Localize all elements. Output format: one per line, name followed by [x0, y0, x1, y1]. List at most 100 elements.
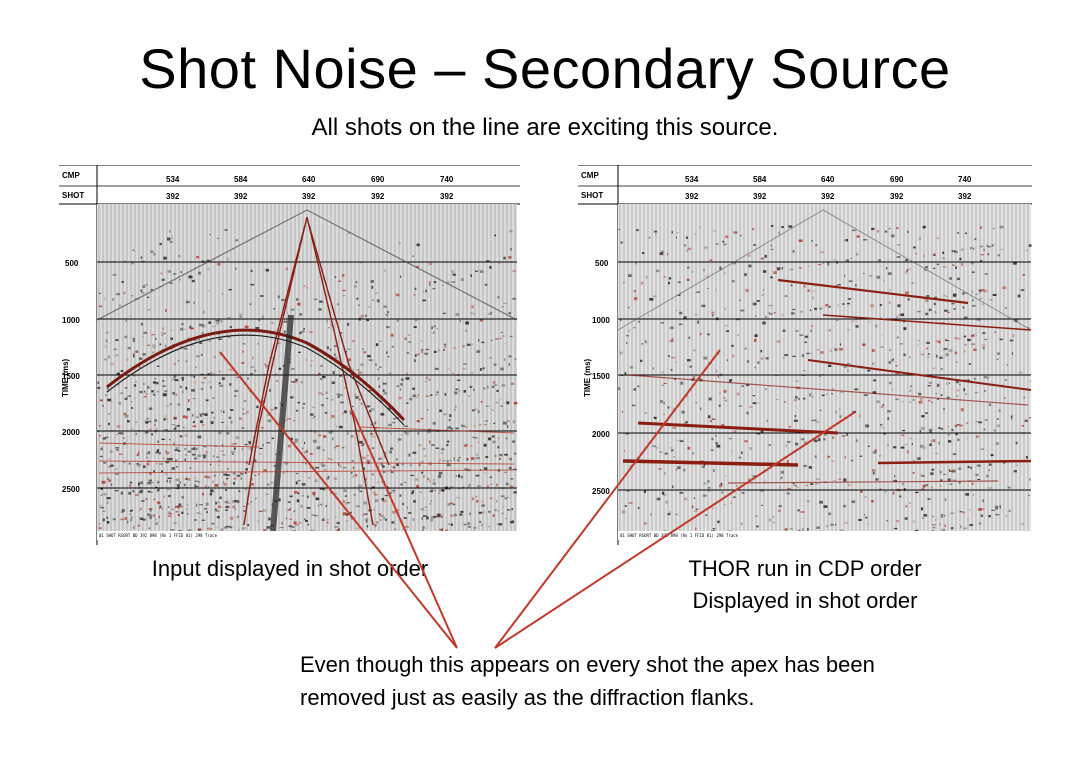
noise-speck	[753, 244, 756, 246]
noise-speck	[996, 424, 1001, 428]
noise-speck	[710, 449, 714, 451]
noise-speck	[795, 442, 799, 446]
noise-speck	[267, 413, 270, 416]
noise-speck	[946, 396, 950, 399]
noise-speck	[955, 380, 959, 384]
noise-speck	[504, 497, 507, 500]
noise-speck	[965, 493, 970, 496]
noise-speck	[994, 331, 997, 334]
noise-speck	[112, 273, 117, 276]
noise-speck	[725, 235, 729, 239]
noise-speck	[740, 309, 745, 312]
noise-speck	[156, 449, 159, 452]
noise-speck	[897, 244, 901, 246]
noise-speck	[204, 508, 207, 510]
noise-speck	[984, 339, 987, 341]
noise-speck	[173, 522, 177, 524]
noise-speck	[441, 284, 444, 286]
noise-speck	[500, 337, 502, 340]
noise-speck	[948, 382, 951, 384]
noise-speck	[469, 445, 473, 447]
noise-speck	[129, 484, 132, 487]
noise-speck	[752, 402, 757, 405]
noise-speck	[504, 358, 506, 362]
noise-speck	[876, 400, 880, 403]
slide-subtitle: All shots on the line are exciting this …	[311, 114, 779, 141]
noise-speck	[299, 313, 302, 316]
noise-speck	[192, 453, 196, 456]
noise-speck	[326, 320, 328, 323]
noise-speck	[879, 424, 883, 426]
noise-speck	[227, 316, 231, 320]
noise-speck	[844, 521, 848, 524]
noise-speck	[116, 434, 118, 436]
noise-speck	[788, 225, 793, 228]
noise-speck	[129, 481, 133, 484]
noise-speck	[699, 333, 702, 336]
noise-speck	[492, 514, 495, 517]
noise-speck	[337, 395, 340, 398]
noise-speck	[989, 463, 992, 466]
noise-speck	[191, 389, 195, 392]
noise-speck	[749, 406, 753, 408]
noise-speck	[920, 473, 923, 477]
noise-speck	[871, 469, 876, 472]
noise-speck	[231, 442, 235, 446]
noise-speck	[376, 481, 379, 484]
noise-speck	[377, 377, 380, 381]
noise-speck	[216, 322, 220, 325]
noise-speck	[112, 298, 114, 301]
noise-speck	[978, 421, 983, 424]
noise-speck	[333, 477, 338, 480]
noise-speck	[236, 474, 241, 477]
noise-speck	[871, 500, 874, 503]
noise-speck	[188, 275, 193, 279]
noise-speck	[183, 483, 186, 487]
noise-speck	[972, 247, 975, 250]
noise-speck	[843, 504, 847, 508]
noise-speck	[900, 313, 904, 317]
noise-speck	[210, 463, 212, 466]
noise-speck	[489, 266, 492, 269]
noise-speck	[474, 408, 478, 410]
noise-speck	[363, 351, 366, 354]
noise-speck	[418, 444, 422, 447]
noise-speck	[258, 473, 260, 476]
noise-speck	[955, 361, 958, 363]
noise-speck	[108, 422, 110, 426]
noise-speck	[768, 312, 771, 315]
noise-speck	[888, 301, 891, 304]
seismic-data-area: 01 SHOT RSORT BD 392 898 (Rn 1 FFID 81) …	[96, 204, 518, 540]
noise-speck	[378, 513, 381, 516]
noise-speck	[235, 239, 239, 242]
noise-speck	[424, 509, 426, 511]
noise-speck	[127, 420, 130, 423]
noise-speck	[952, 453, 957, 456]
noise-speck	[316, 446, 321, 450]
noise-speck	[838, 478, 842, 481]
noise-speck	[979, 226, 982, 229]
noise-speck	[913, 460, 915, 462]
noise-speck	[131, 261, 134, 265]
noise-speck	[711, 418, 716, 420]
noise-speck	[312, 491, 316, 495]
noise-speck	[228, 289, 232, 291]
noise-speck	[191, 279, 195, 283]
noise-speck	[496, 401, 499, 404]
noise-speck	[132, 490, 135, 493]
noise-speck	[164, 429, 168, 431]
noise-speck	[183, 426, 185, 429]
noise-speck	[791, 312, 795, 315]
noise-speck	[446, 281, 450, 284]
noise-speck	[205, 399, 209, 402]
shot-tick: 392	[302, 192, 316, 201]
noise-speck	[336, 521, 340, 525]
noise-speck	[505, 517, 507, 520]
noise-speck	[676, 236, 677, 239]
noise-speck	[915, 491, 919, 494]
noise-speck	[495, 338, 499, 340]
noise-speck	[124, 335, 128, 339]
noise-speck	[907, 230, 909, 234]
noise-speck	[137, 451, 140, 455]
noise-speck	[104, 345, 107, 349]
